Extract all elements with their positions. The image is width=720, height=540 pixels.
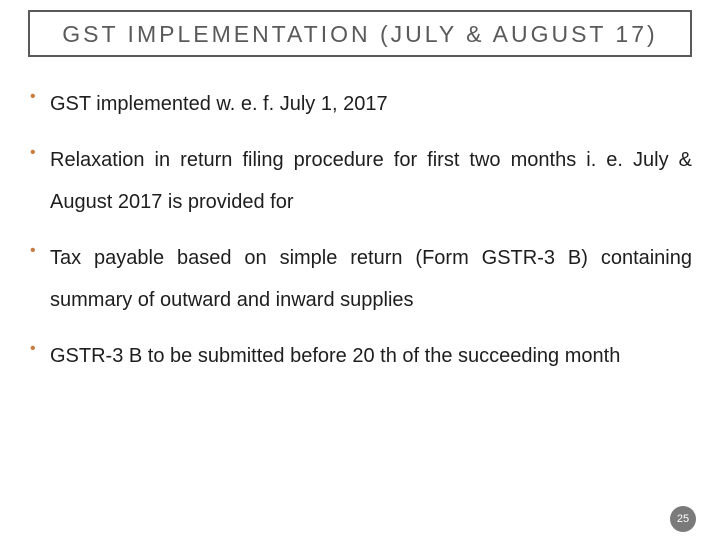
bullet-icon: • (28, 237, 50, 265)
list-item: • GST implemented w. e. f. July 1, 2017 (28, 83, 692, 125)
page-number: 25 (677, 513, 689, 525)
list-item: • GSTR-3 B to be submitted before 20 th … (28, 335, 692, 377)
list-item: • Relaxation in return filing procedure … (28, 139, 692, 223)
slide-title: GST IMPLEMENTATION (JULY & AUGUST 17) (36, 20, 684, 49)
bullet-text: GSTR-3 B to be submitted before 20 th of… (50, 335, 692, 377)
bullet-list: • GST implemented w. e. f. July 1, 2017 … (0, 65, 720, 377)
bullet-icon: • (28, 335, 50, 363)
page-number-badge: 25 (670, 506, 696, 532)
list-item: • Tax payable based on simple return (Fo… (28, 237, 692, 321)
bullet-icon: • (28, 139, 50, 167)
bullet-text: Relaxation in return filing procedure fo… (50, 139, 692, 223)
title-box: GST IMPLEMENTATION (JULY & AUGUST 17) (28, 10, 692, 57)
bullet-icon: • (28, 83, 50, 111)
bullet-text: Tax payable based on simple return (Form… (50, 237, 692, 321)
bullet-text: GST implemented w. e. f. July 1, 2017 (50, 83, 692, 125)
